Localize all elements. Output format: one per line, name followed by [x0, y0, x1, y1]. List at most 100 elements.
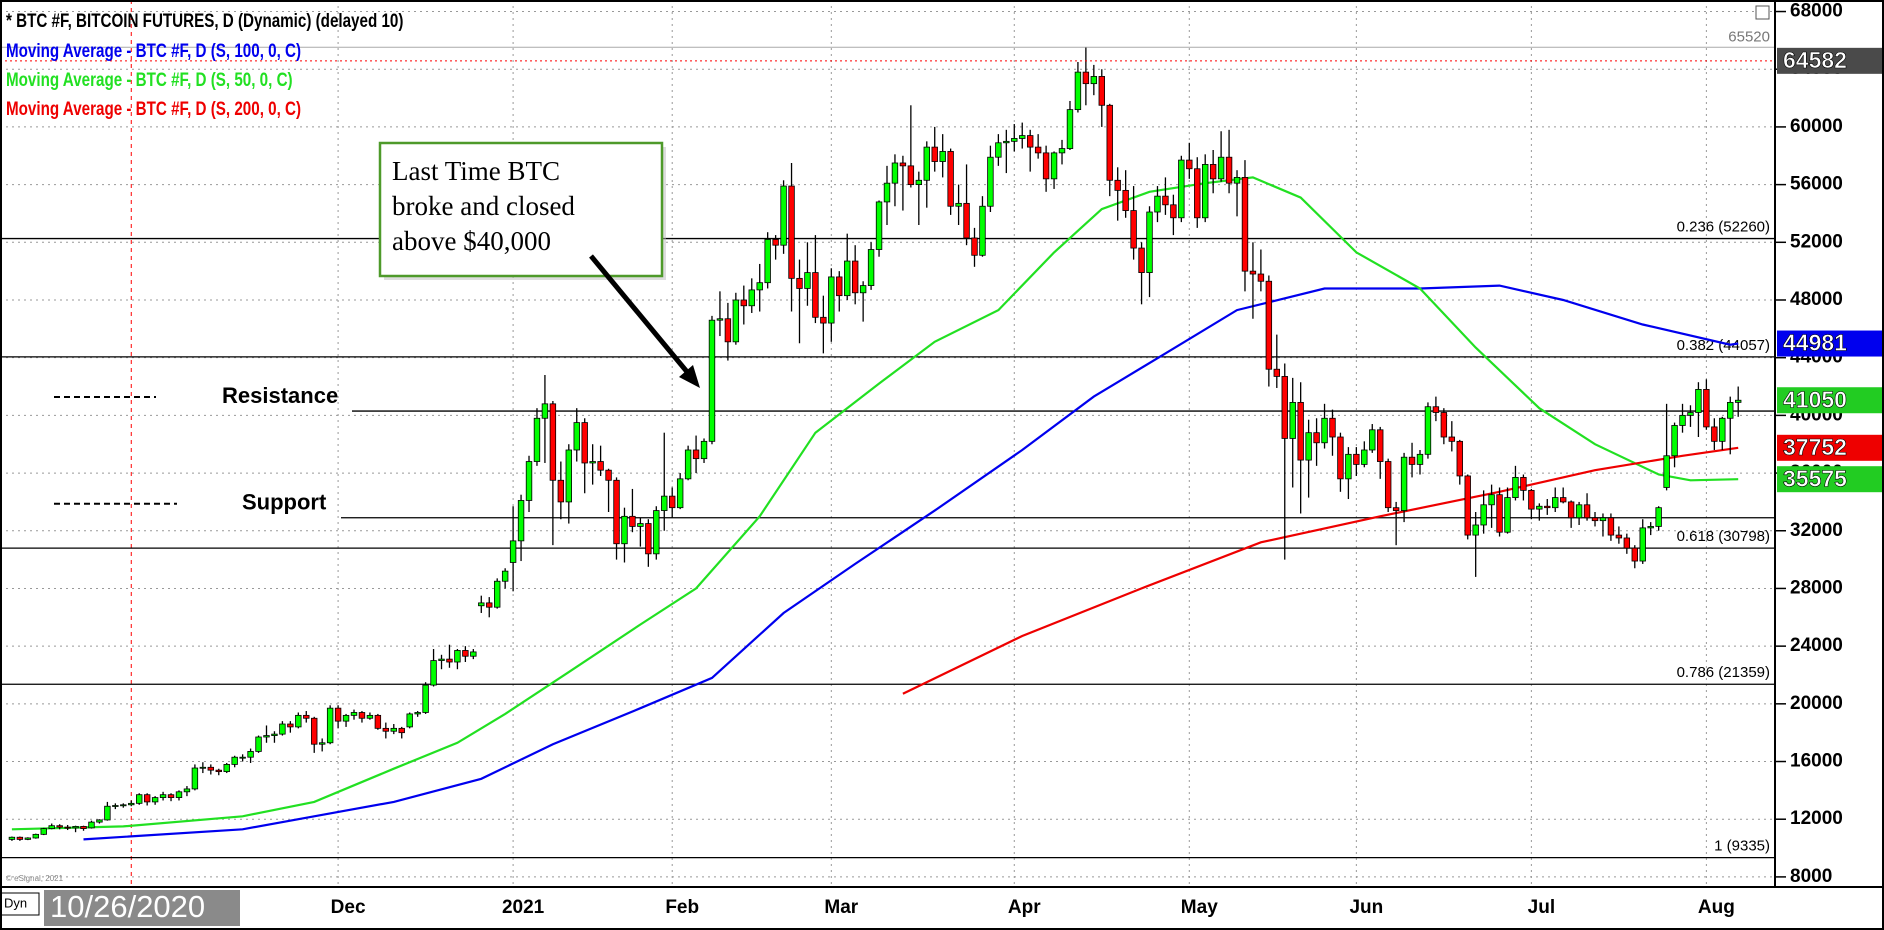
candle-body: [716, 318, 724, 321]
price-marker: [1777, 434, 1883, 461]
candle-body: [215, 769, 222, 773]
x-tick-label: 2021: [502, 897, 545, 918]
candle-body: [295, 714, 302, 728]
candle-body: [525, 461, 533, 501]
y-tick-label: 60000: [1790, 116, 1843, 137]
candle-body: [1480, 504, 1487, 526]
candle-body: [1583, 504, 1591, 519]
candle-body: [1233, 176, 1241, 184]
candle-body: [1074, 71, 1082, 111]
candle-body: [1114, 179, 1121, 191]
candle-body: [931, 146, 938, 162]
legend-entry: Moving Average - BTC #F, D (S, 50, 0, C): [6, 68, 293, 90]
candle-body: [1321, 417, 1328, 444]
candle-body: [684, 449, 692, 480]
level-label: 0.618 (30798): [1677, 528, 1770, 545]
candle-body: [16, 836, 24, 840]
candle-body: [700, 440, 708, 460]
candle-body: [637, 523, 644, 527]
candle-body: [653, 510, 660, 555]
candle-body: [1249, 270, 1257, 275]
candle-body: [1440, 412, 1448, 438]
candle-body: [239, 756, 246, 759]
window-icon[interactable]: [1755, 5, 1770, 20]
candle-body: [191, 767, 199, 790]
candle-body: [836, 276, 843, 297]
candle-body: [732, 299, 740, 343]
price-marker: [1777, 387, 1883, 414]
candle-body: [143, 794, 151, 803]
legend-entry: Moving Average - BTC #F, D (S, 200, 0, C…: [6, 97, 301, 119]
level-label: 1 (9335): [1714, 838, 1770, 855]
candle-body: [1194, 168, 1201, 219]
plot-area: 65520 0.236 (52260) 0.382 (44057) 0.618 (30…: [0, 0, 1774, 887]
candle-body: [1575, 504, 1583, 519]
candle-body: [128, 802, 135, 806]
candle-body: [1599, 517, 1607, 522]
candle-body: [947, 151, 954, 207]
y-tick-label: 32000: [1790, 520, 1843, 541]
candle-body: [390, 727, 397, 732]
price-marker-label: 41050: [1783, 386, 1847, 412]
price-marker: [1777, 330, 1883, 357]
candle-body: [470, 651, 477, 657]
candle-body: [796, 277, 803, 289]
candle-body: [318, 742, 326, 745]
zone-label: Resistance: [222, 383, 338, 408]
candle-body: [1257, 273, 1265, 282]
candle-body: [334, 707, 342, 722]
x-tick-label: Feb: [665, 897, 699, 918]
candle-body: [979, 205, 986, 256]
candle-body: [279, 723, 286, 735]
candle-body: [287, 723, 294, 728]
candle-body: [1464, 475, 1471, 536]
candle-body: [1098, 76, 1105, 106]
candle-body: [1472, 524, 1479, 536]
candle-body: [1687, 412, 1694, 416]
candle-body: [1353, 453, 1360, 465]
candle-body: [72, 826, 79, 829]
candle-body: [899, 162, 907, 167]
level-label: 0.236 (52260): [1677, 219, 1770, 236]
candle-body: [565, 449, 572, 503]
candle-body: [120, 804, 127, 807]
candle-body: [995, 142, 1002, 158]
candle-body: [1011, 138, 1018, 142]
candle-body: [326, 707, 334, 744]
reference-label: 65520: [1728, 28, 1770, 45]
candle-body: [1050, 152, 1058, 180]
candle-body: [1703, 389, 1710, 428]
candle-body: [1178, 159, 1185, 219]
chart-title: * BTC #F, BITCOIN FUTURES, D (Dynamic) (…: [6, 9, 403, 31]
annotation-text: broke and closed: [392, 191, 575, 221]
candle-body: [740, 299, 748, 307]
candle-body: [1361, 449, 1368, 465]
dyn-label[interactable]: Dyn: [4, 895, 27, 910]
candle-body: [955, 202, 962, 207]
candle-body: [573, 422, 580, 451]
candle-body: [311, 717, 318, 745]
arrow-head: [679, 365, 700, 388]
candle-body: [1130, 210, 1137, 249]
candle-body: [1496, 494, 1503, 533]
candle-body: [422, 684, 429, 713]
candle-body: [1170, 204, 1177, 219]
candle-body: [1567, 501, 1575, 519]
candle-body: [764, 239, 771, 284]
candle-body: [867, 249, 875, 286]
candle-body: [48, 825, 55, 829]
candle-body: [207, 766, 215, 771]
candle-body: [1647, 526, 1654, 529]
y-tick-label: 20000: [1790, 693, 1843, 714]
candle-body: [907, 165, 915, 186]
candle-body: [756, 282, 763, 291]
legend-entry: Moving Average - BTC #F, D (S, 100, 0, C…: [6, 39, 301, 61]
candle-body: [462, 650, 469, 657]
candle-body: [1400, 456, 1408, 511]
candle-body: [446, 658, 453, 663]
candle-body: [971, 237, 978, 256]
candle-body: [1313, 432, 1320, 444]
candle-body: [708, 319, 716, 442]
